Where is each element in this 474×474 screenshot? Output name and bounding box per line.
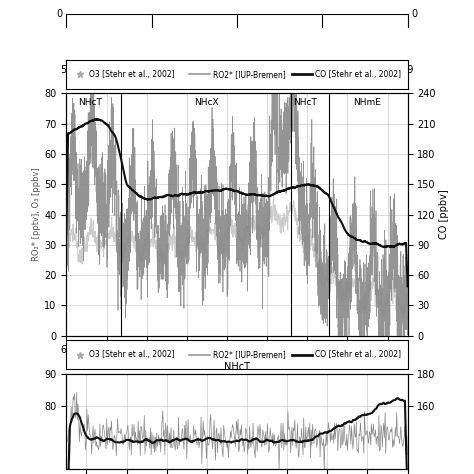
Text: NHcT: NHcT — [79, 98, 102, 107]
Title: NHcT: NHcT — [224, 362, 250, 372]
Text: O3 [Stehr et al., 2002]: O3 [Stehr et al., 2002] — [89, 350, 174, 359]
Text: RO2* [IUP-Bremen]: RO2* [IUP-Bremen] — [213, 70, 286, 79]
Y-axis label: RO₂* [pptv], O₃ [ppbv]: RO₂* [pptv], O₃ [ppbv] — [33, 168, 42, 262]
Text: NHcX: NHcX — [194, 98, 219, 107]
Text: NHcT: NHcT — [293, 98, 317, 107]
Text: NHmE: NHmE — [354, 98, 382, 107]
Text: CO [Stehr et al., 2002]: CO [Stehr et al., 2002] — [316, 350, 401, 359]
X-axis label: DOY [UTC]: DOY [UTC] — [212, 76, 262, 86]
Text: 0: 0 — [411, 9, 417, 19]
Y-axis label: CO [ppbv]: CO [ppbv] — [438, 190, 448, 239]
X-axis label: DOY [UTC]: DOY [UTC] — [212, 358, 262, 368]
Text: RO2* [IUP-Bremen]: RO2* [IUP-Bremen] — [213, 350, 286, 359]
Text: 0: 0 — [57, 9, 63, 19]
Text: CO [Stehr et al., 2002]: CO [Stehr et al., 2002] — [316, 70, 401, 79]
Text: O3 [Stehr et al., 2002]: O3 [Stehr et al., 2002] — [89, 70, 174, 79]
